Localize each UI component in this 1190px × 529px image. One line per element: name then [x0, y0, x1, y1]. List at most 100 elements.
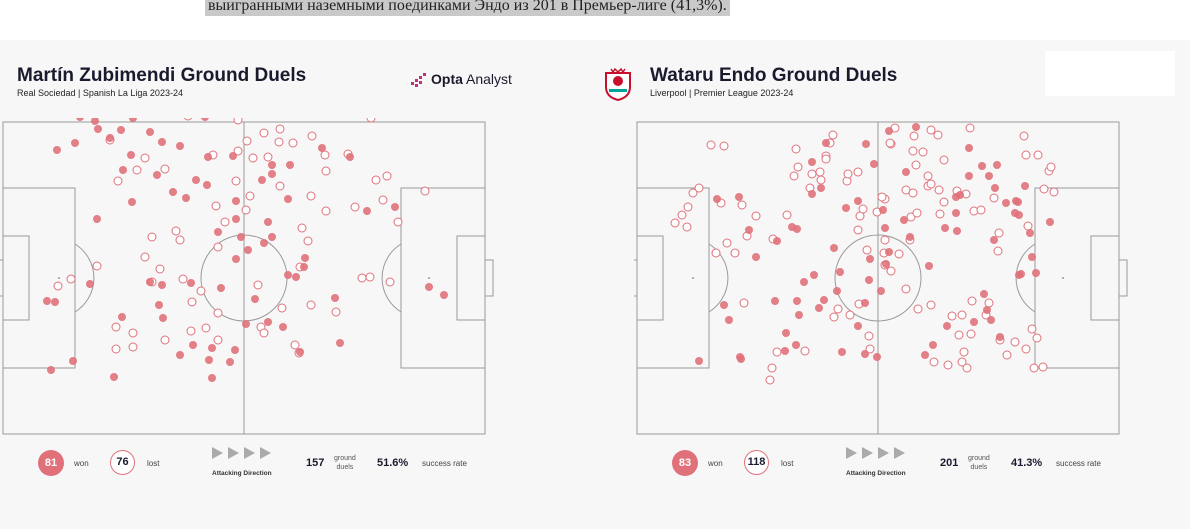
- duel-won-point: [192, 176, 200, 184]
- duel-won-point: [229, 152, 237, 160]
- duel-lost-point: [772, 347, 782, 357]
- duel-lost-point: [111, 344, 121, 354]
- duel-lost-point: [843, 169, 853, 179]
- centre-circle: [834, 234, 922, 322]
- duel-won-point: [214, 228, 222, 236]
- duel-lost-point: [911, 160, 921, 170]
- duel-won-point: [885, 127, 893, 135]
- duel-lost-point: [918, 147, 928, 157]
- duel-won-point: [1026, 229, 1034, 237]
- right-goal: [484, 259, 494, 297]
- duel-lost-point: [821, 154, 831, 164]
- duel-won-point: [363, 207, 371, 215]
- duel-won-point: [53, 146, 61, 154]
- duel-lost-point: [420, 186, 430, 196]
- duel-won-point: [836, 268, 844, 276]
- duel-lost-point: [231, 176, 241, 186]
- duel-lost-point: [909, 131, 919, 141]
- right-six-yard-box: [456, 235, 486, 321]
- arrow-icon: [894, 447, 905, 459]
- duel-won-point: [182, 194, 190, 202]
- duel-lost-point: [989, 193, 999, 203]
- duel-won-point: [752, 253, 760, 261]
- duel-lost-point: [994, 228, 1004, 238]
- duel-lost-point: [677, 210, 687, 220]
- duel-won-point: [941, 224, 949, 232]
- duel-lost-point: [933, 130, 943, 140]
- duel-won-point: [296, 348, 304, 356]
- duel-lost-point: [722, 238, 732, 248]
- duel-lost-point: [187, 297, 197, 307]
- duel-lost-point: [1002, 350, 1012, 360]
- total-duels-label: ground duels: [968, 455, 990, 471]
- duel-lost-point: [1019, 131, 1029, 141]
- duel-won-point: [952, 209, 960, 217]
- duel-lost-point: [1038, 362, 1048, 372]
- duel-won-point: [861, 350, 869, 358]
- opta-brand-bold: Opta: [431, 71, 463, 87]
- left-six-yard-box: [636, 235, 664, 321]
- duel-lost-point: [957, 310, 967, 320]
- duel-won-point: [980, 290, 988, 298]
- duel-lost-point: [186, 326, 196, 336]
- duel-won-point: [169, 188, 177, 196]
- duel-lost-point: [816, 175, 826, 185]
- left-six-yard-box: [2, 235, 30, 321]
- duel-won-point: [204, 153, 212, 161]
- duel-won-point: [208, 374, 216, 382]
- duel-won-point: [155, 301, 163, 309]
- duel-won-point: [943, 322, 951, 330]
- won-count-badge: 81: [38, 450, 64, 476]
- opta-brand-light: Analyst: [466, 71, 512, 87]
- liverpool-crest-icon: [605, 67, 631, 101]
- panel-subtitle: Liverpool | Premier League 2023-24: [650, 88, 794, 98]
- total-duels-label: ground duels: [334, 455, 356, 471]
- duel-won-point: [882, 260, 890, 268]
- duel-won-point: [268, 170, 276, 178]
- duel-won-point: [91, 118, 99, 125]
- duel-won-point: [820, 296, 828, 304]
- duel-won-point: [158, 281, 166, 289]
- duel-lost-point: [1021, 150, 1031, 160]
- duel-lost-point: [984, 298, 994, 308]
- right-penalty-arc: [1015, 243, 1036, 313]
- duel-won-point: [232, 197, 240, 205]
- duel-lost-point: [160, 164, 170, 174]
- duel-won-point: [440, 291, 448, 299]
- duel-lost-point: [66, 274, 76, 284]
- duel-lost-point: [1046, 162, 1056, 172]
- duel-won-point: [870, 160, 878, 168]
- duel-lost-point: [242, 136, 252, 146]
- duel-lost-point: [1023, 221, 1033, 231]
- duel-won-point: [292, 273, 300, 281]
- duel-lost-point: [694, 183, 704, 193]
- duel-lost-point: [864, 331, 874, 341]
- duel-won-point: [877, 287, 885, 295]
- duel-lost-point: [155, 264, 165, 274]
- duel-lost-point: [178, 274, 188, 284]
- duel-lost-point: [306, 300, 316, 310]
- right-goal: [1118, 259, 1128, 297]
- duel-lost-point: [196, 286, 206, 296]
- duel-won-point: [264, 318, 272, 326]
- arrow-icon: [846, 447, 857, 459]
- duel-won-point: [51, 298, 59, 306]
- duel-won-point: [993, 161, 1001, 169]
- duel-lost-point: [263, 152, 273, 162]
- duel-won-point: [128, 198, 136, 206]
- duel-won-point: [1015, 211, 1023, 219]
- duel-lost-point: [751, 211, 761, 221]
- duel-won-point: [854, 322, 862, 330]
- duel-lost-point: [923, 171, 933, 181]
- duel-lost-point: [213, 242, 223, 252]
- opta-logo-icon: [411, 73, 426, 87]
- lost-label: lost: [781, 459, 794, 468]
- left-goal: [634, 259, 638, 297]
- duel-lost-point: [730, 248, 740, 258]
- duel-won-point: [237, 233, 245, 241]
- duel-lost-point: [894, 249, 904, 259]
- duel-won-point: [842, 204, 850, 212]
- duel-lost-point: [1010, 337, 1020, 347]
- duel-lost-point: [201, 323, 211, 333]
- duel-lost-point: [1049, 187, 1059, 197]
